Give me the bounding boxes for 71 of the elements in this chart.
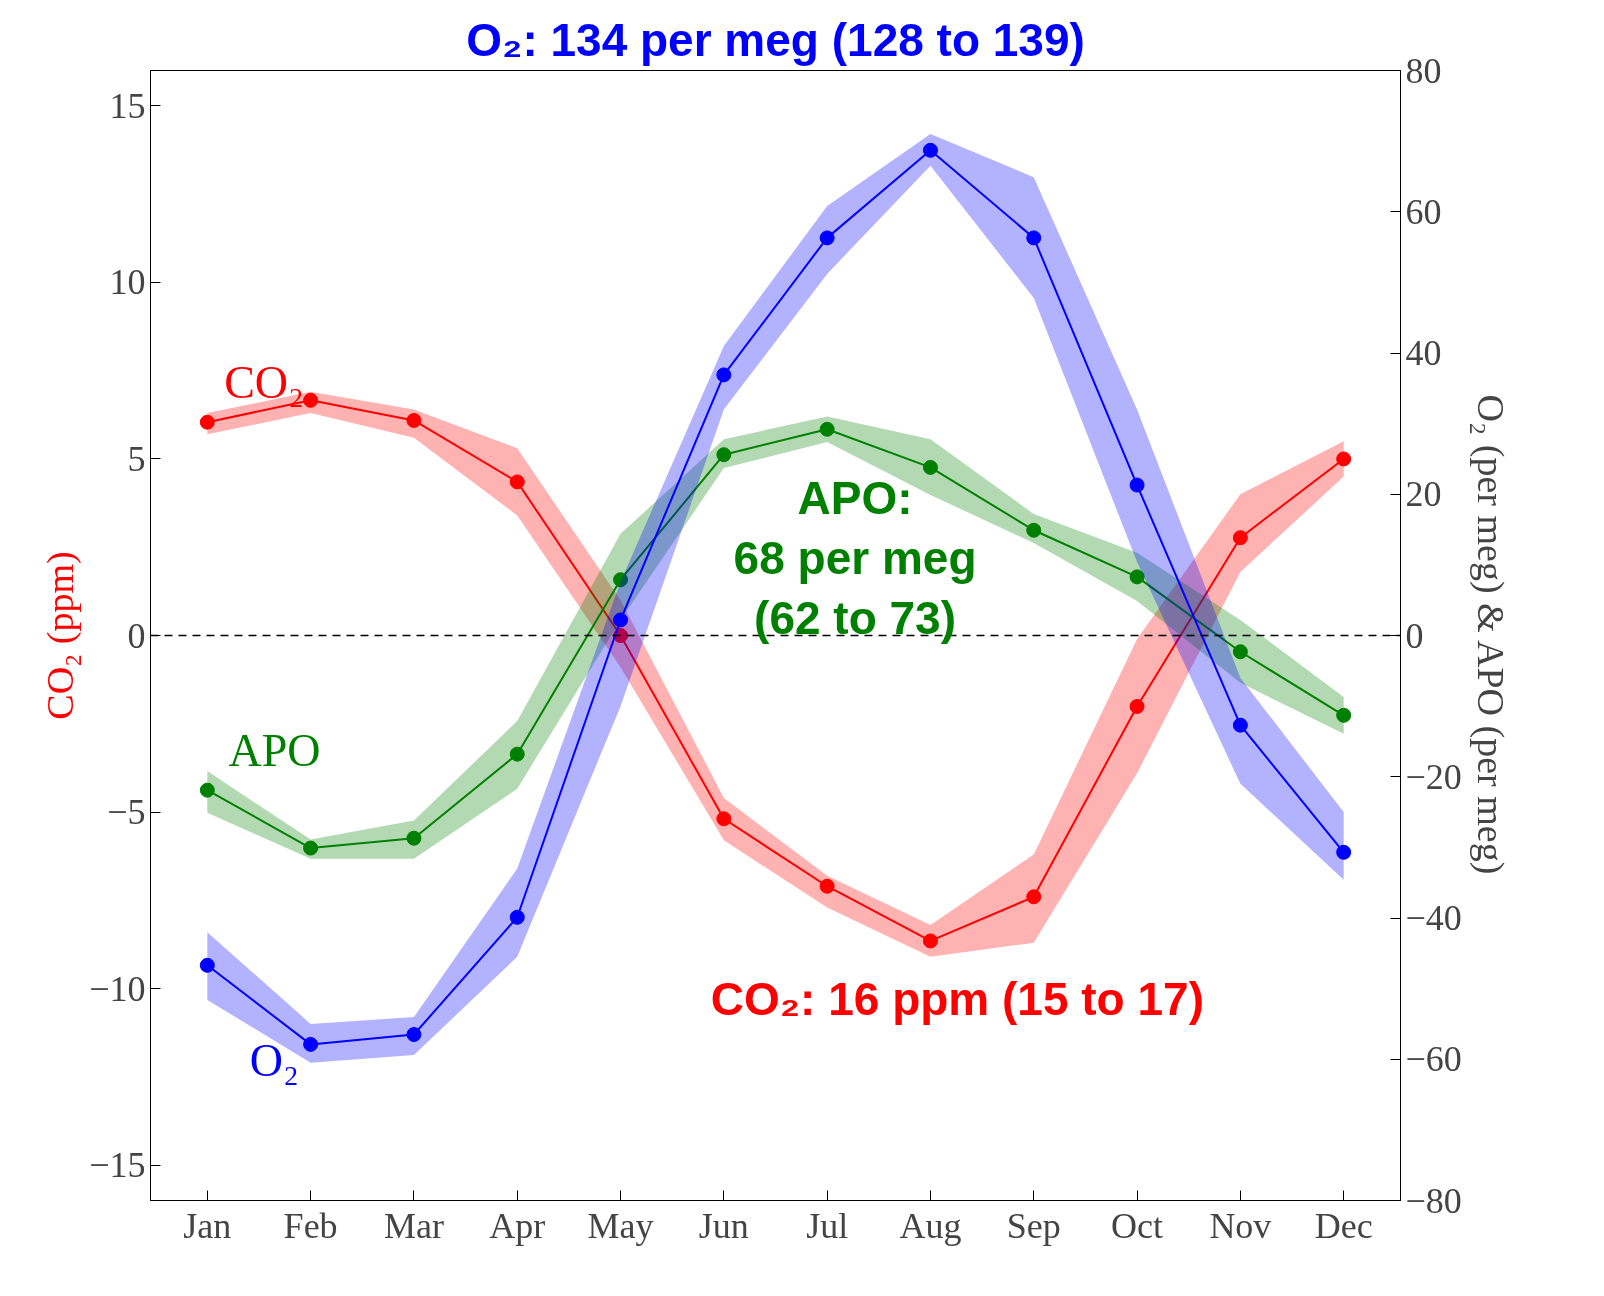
- point: [1232, 717, 1248, 733]
- point: [1026, 522, 1042, 538]
- point: [406, 412, 422, 428]
- point: [1232, 644, 1248, 660]
- y-tick-label: 0: [127, 615, 146, 656]
- y-tick-label: 10: [109, 262, 146, 303]
- x-tick-label: Dec: [1314, 1205, 1373, 1246]
- annotation: CO₂: 16 ppm (15 to 17): [710, 973, 1204, 1026]
- point: [922, 142, 938, 158]
- point: [716, 447, 732, 463]
- y-axis-title: CO₂ (ppm): [39, 551, 83, 720]
- point: [303, 840, 319, 856]
- y-tick-label: 15: [109, 85, 146, 126]
- point: [1232, 530, 1248, 546]
- y2-tick-label: −40: [1405, 898, 1462, 938]
- point: [303, 392, 319, 408]
- y-tick-label: −10: [89, 968, 146, 1009]
- y2-tick-label: 0: [1405, 615, 1424, 656]
- point: [406, 830, 422, 846]
- annotation: APO: 68 per meg (62 to 73): [733, 472, 977, 644]
- x-tick-label: Nov: [1209, 1205, 1272, 1246]
- point: [1026, 230, 1042, 246]
- series-label: APO: [228, 724, 321, 776]
- point: [406, 1027, 422, 1043]
- point: [199, 414, 215, 430]
- x-tick-label: Jan: [183, 1205, 232, 1246]
- point: [199, 957, 215, 973]
- point: [1129, 698, 1145, 714]
- y2-tick-label: 20: [1405, 474, 1442, 515]
- x-tick-label: Feb: [283, 1205, 338, 1246]
- point: [1336, 844, 1352, 860]
- point: [716, 811, 732, 827]
- y2-tick-label: −60: [1405, 1039, 1462, 1080]
- point: [716, 367, 732, 383]
- x-tick-label: Jul: [806, 1205, 849, 1246]
- y2-tick-label: 60: [1405, 191, 1442, 232]
- x-tick-label: Oct: [1111, 1205, 1164, 1246]
- point: [1336, 707, 1352, 723]
- text: O₂: 134 per meg (128 to 139): [466, 13, 1085, 66]
- x-tick-label: Mar: [383, 1205, 444, 1246]
- y2-axis-title: O₂ (per meg) & APO (per meg): [1468, 394, 1512, 875]
- point: [922, 459, 938, 475]
- x-tick-label: May: [587, 1205, 654, 1246]
- point: [199, 782, 215, 798]
- y-tick-label: −5: [107, 792, 146, 833]
- y2-tick-label: −20: [1405, 756, 1462, 797]
- point: [509, 909, 525, 925]
- point: [303, 1036, 319, 1052]
- point: [613, 612, 629, 628]
- point: [922, 933, 938, 949]
- point: [1336, 451, 1352, 467]
- y2-tick-label: 80: [1405, 50, 1442, 91]
- series-label: O₂: [249, 1034, 300, 1086]
- point: [1129, 477, 1145, 493]
- y2-tick-label: 40: [1405, 333, 1442, 373]
- point: [1129, 569, 1145, 585]
- point: [819, 421, 835, 437]
- point: [509, 474, 525, 490]
- y2-tick-label: −80: [1405, 1180, 1462, 1221]
- y-tick-label: −15: [89, 1145, 146, 1186]
- point: [819, 878, 835, 894]
- x-tick-label: Sep: [1006, 1205, 1061, 1246]
- point: [509, 746, 525, 762]
- point: [819, 230, 835, 246]
- point: [613, 572, 629, 588]
- y-tick-label: 5: [127, 438, 146, 479]
- x-tick-label: Jun: [698, 1205, 749, 1246]
- point: [1026, 889, 1042, 905]
- series-label: CO₂: [224, 356, 305, 408]
- x-tick-label: Apr: [489, 1205, 546, 1246]
- x-tick-label: Aug: [899, 1205, 962, 1246]
